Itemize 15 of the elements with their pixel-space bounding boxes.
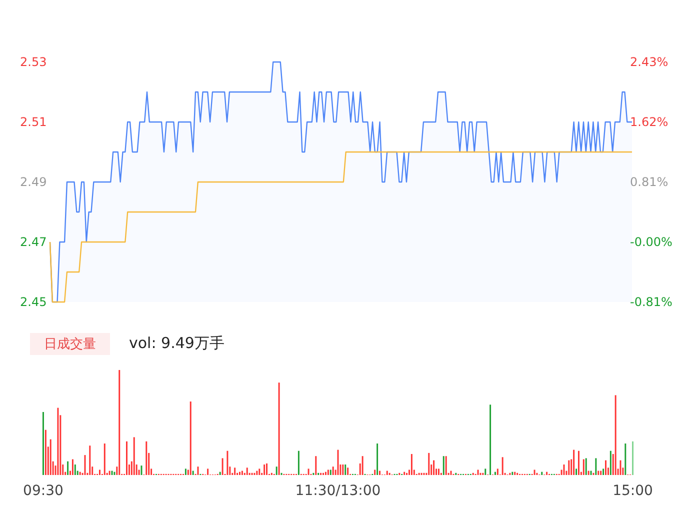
x-tick-label: 11:30/13:00 — [295, 483, 381, 499]
y-tick-label: 2.51 — [20, 115, 47, 129]
y-tick-label: 2.49 — [20, 175, 47, 189]
y-tick-label: 2.45 — [20, 295, 47, 309]
y2-tick-label: 0.81% — [630, 175, 668, 189]
y-tick-label: 2.47 — [20, 235, 47, 249]
y2-tick-label: -0.00% — [630, 235, 672, 249]
chart-title: 日成交量 — [44, 336, 96, 352]
y2-tick-label: -0.81% — [630, 295, 672, 309]
x-tick-label: 15:00 — [612, 483, 653, 499]
x-tick-label: 09:30 — [23, 483, 64, 499]
y2-tick-label: 2.43% — [630, 55, 668, 69]
chart-subtitle: vol: 9.49万手 — [129, 334, 224, 352]
y2-tick-label: 1.62% — [630, 115, 668, 129]
y-tick-label: 2.53 — [20, 55, 47, 69]
